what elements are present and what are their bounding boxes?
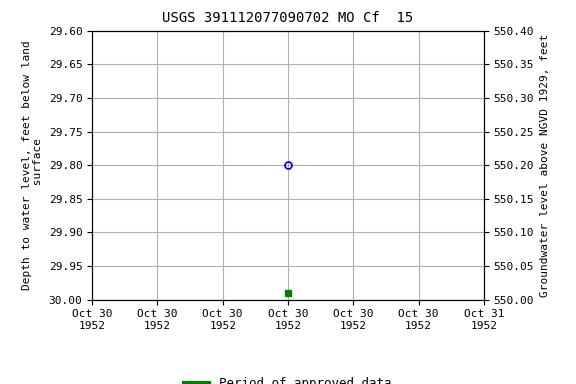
Y-axis label: Groundwater level above NGVD 1929, feet: Groundwater level above NGVD 1929, feet (540, 33, 550, 297)
Legend: Period of approved data: Period of approved data (179, 372, 397, 384)
Title: USGS 391112077090702 MO Cf  15: USGS 391112077090702 MO Cf 15 (162, 12, 414, 25)
Y-axis label: Depth to water level, feet below land
 surface: Depth to water level, feet below land su… (21, 40, 43, 290)
